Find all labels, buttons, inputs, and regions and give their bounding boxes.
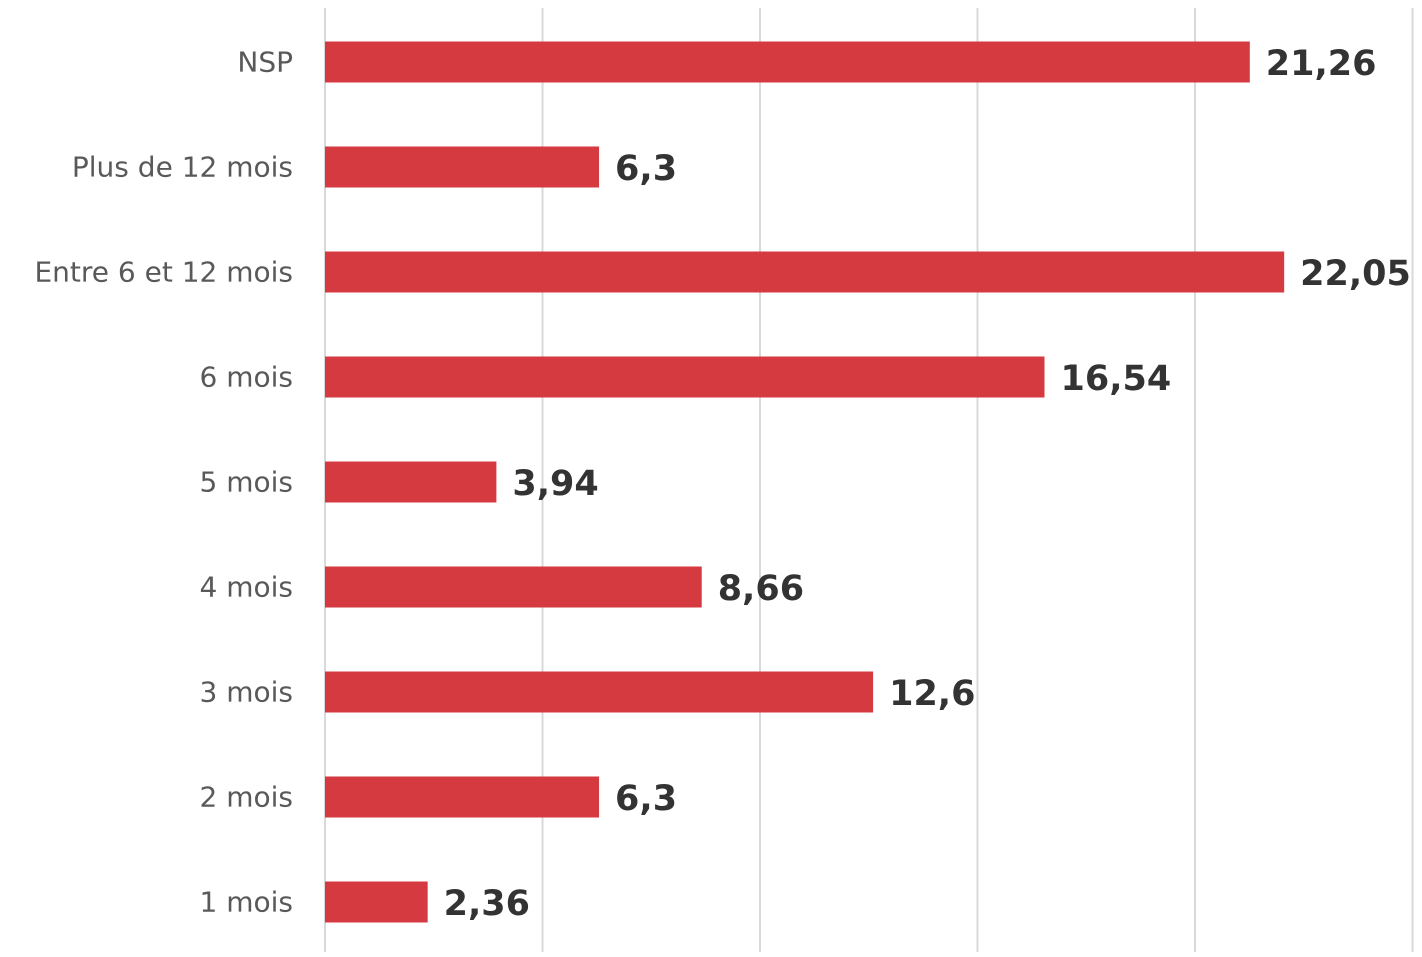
value-label-2-mois: 6,3: [615, 779, 677, 819]
value-label-3-mois: 12,6: [889, 674, 975, 714]
bar-entre-6-et-12-mois: [325, 251, 1285, 293]
bar-plus-de-12-mois: [325, 146, 600, 188]
category-label-4-mois: 4 mois: [200, 571, 294, 604]
bar-5-mois: [325, 461, 497, 503]
value-label-6-mois: 16,54: [1060, 359, 1171, 399]
bar-4-mois: [325, 566, 702, 608]
bar-2-mois: [325, 776, 600, 818]
label-layer: NSP 21,26 Plus de 12 mois 6,3 Entre 6 et 12 …: [34, 44, 1410, 924]
value-label-1-mois: 2,36: [444, 884, 530, 924]
category-label-nsp: NSP: [237, 46, 293, 79]
bar-6-mois: [325, 356, 1045, 398]
value-label-5-mois: 3,94: [512, 464, 598, 504]
value-label-plus-de-12-mois: 6,3: [615, 149, 677, 189]
bar-layer: [325, 41, 1285, 923]
category-label-3-mois: 3 mois: [200, 676, 294, 709]
category-label-6-mois: 6 mois: [200, 361, 294, 394]
category-label-1-mois: 1 mois: [200, 886, 294, 919]
bar-3-mois: [325, 671, 874, 713]
category-label-5-mois: 5 mois: [200, 466, 294, 499]
value-label-4-mois: 8,66: [718, 569, 804, 609]
value-label-entre-6-et-12-mois: 22,05: [1300, 254, 1411, 294]
category-label-plus-de-12-mois: Plus de 12 mois: [72, 151, 293, 184]
category-label-entre-6-et-12-mois: Entre 6 et 12 mois: [34, 256, 293, 289]
bar-1-mois: [325, 881, 428, 923]
category-label-2-mois: 2 mois: [200, 781, 294, 814]
value-label-nsp: 21,26: [1266, 44, 1377, 84]
bar-nsp: [325, 41, 1250, 83]
